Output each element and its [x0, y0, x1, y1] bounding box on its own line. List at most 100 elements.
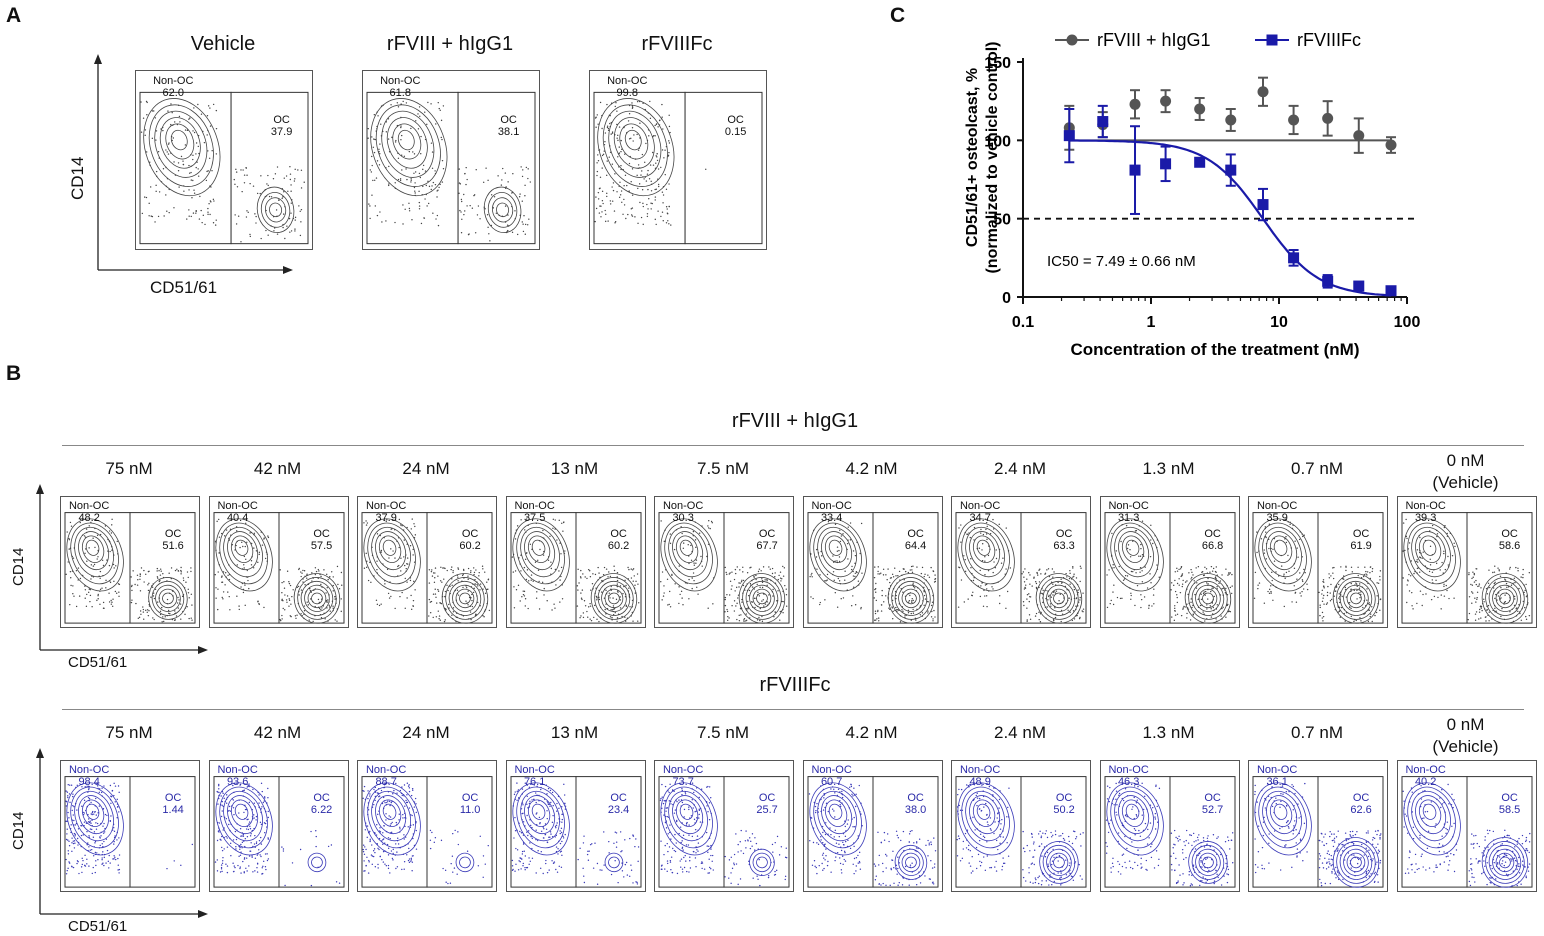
event-dot — [663, 592, 665, 594]
oc-gate — [129, 776, 196, 888]
non-oc-value: 40.4 — [226, 511, 249, 524]
event-dot — [984, 574, 986, 576]
event-dot — [186, 218, 188, 220]
contour-ring — [158, 588, 178, 609]
event-dot — [527, 857, 530, 859]
event-dot — [1256, 531, 1258, 533]
non-oc-label: Non-OC 40.4 — [214, 500, 262, 524]
event-dot — [365, 524, 368, 526]
event-dot — [471, 207, 474, 209]
event-dot — [258, 551, 260, 554]
event-dot — [216, 608, 218, 611]
event-dot — [744, 840, 747, 842]
oc-label: OC 0.15 — [713, 114, 758, 138]
event-dot — [426, 123, 428, 126]
event-dot — [384, 583, 386, 585]
event-dot — [414, 797, 417, 800]
event-dot — [471, 593, 473, 596]
event-dot — [689, 867, 692, 869]
event-dot — [113, 858, 115, 860]
event-dot — [1023, 576, 1025, 578]
event-dot — [597, 572, 600, 574]
event-dot — [403, 838, 405, 840]
event-dot — [81, 871, 83, 874]
event-dot — [586, 850, 589, 852]
event-dot — [206, 134, 208, 136]
event-dot — [527, 168, 529, 170]
event-dot — [631, 207, 634, 209]
event-dot — [529, 543, 531, 546]
event-dot — [173, 161, 175, 163]
event-dot — [850, 565, 853, 568]
event-dot — [67, 784, 69, 786]
event-dot — [682, 849, 684, 851]
event-dot — [514, 791, 516, 793]
event-dot — [1285, 541, 1288, 544]
event-dot — [294, 178, 296, 180]
event-dot — [68, 548, 70, 550]
event-dot — [986, 525, 988, 528]
event-dot — [514, 538, 516, 540]
event-dot — [707, 785, 709, 788]
event-dot — [303, 583, 306, 586]
event-dot — [587, 850, 590, 852]
contour-ring — [1262, 526, 1302, 578]
event-dot — [516, 233, 519, 236]
event-dot — [642, 205, 645, 208]
event-dot — [1499, 586, 1502, 589]
event-dot — [619, 599, 621, 601]
event-dot — [551, 527, 554, 530]
event-dot — [459, 209, 461, 212]
event-dot — [647, 208, 649, 210]
event-dot — [967, 598, 969, 600]
event-dot — [113, 827, 115, 829]
event-dot — [216, 588, 219, 590]
event-dot — [560, 806, 562, 808]
event-dot — [69, 784, 71, 786]
event-dot — [1151, 542, 1153, 545]
event-dot — [644, 161, 646, 163]
event-dot — [246, 569, 248, 572]
event-dot — [560, 827, 562, 830]
event-dot — [319, 608, 322, 611]
event-dot — [166, 210, 168, 212]
event-dot — [1323, 594, 1325, 597]
event-dot — [1323, 585, 1325, 588]
event-dot — [243, 858, 245, 860]
event-dot — [1078, 617, 1081, 620]
event-dot — [1442, 550, 1445, 553]
event-dot — [642, 102, 644, 105]
event-dot — [536, 839, 538, 842]
event-dot — [1513, 595, 1515, 598]
event-dot — [1343, 578, 1345, 580]
event-dot — [579, 615, 582, 617]
event-dot — [96, 534, 99, 537]
event-dot — [1485, 587, 1487, 590]
event-dot — [246, 818, 249, 821]
oc-value: 58.6 — [1498, 540, 1521, 553]
event-dot — [597, 160, 600, 162]
event-dot — [466, 178, 468, 181]
contour-ring — [159, 117, 201, 169]
event-dot — [1420, 557, 1423, 559]
event-dot — [646, 203, 648, 206]
event-dot — [562, 521, 565, 523]
event-dot — [564, 833, 566, 836]
event-dot — [1353, 620, 1355, 623]
contour-ring — [234, 803, 248, 820]
event-dot — [987, 554, 990, 557]
event-dot — [178, 599, 180, 601]
event-dot — [710, 854, 712, 857]
event-dot — [340, 610, 342, 613]
event-dot — [435, 123, 437, 125]
event-dot — [301, 569, 304, 572]
oc-label: OC 57.5 — [303, 528, 341, 552]
event-dot — [1431, 524, 1433, 527]
event-dot — [235, 838, 237, 841]
event-dot — [290, 595, 293, 598]
event-dot — [512, 571, 514, 573]
event-dot — [984, 560, 986, 562]
event-dot — [239, 828, 241, 830]
event-dot — [511, 231, 514, 234]
event-dot — [598, 187, 601, 190]
